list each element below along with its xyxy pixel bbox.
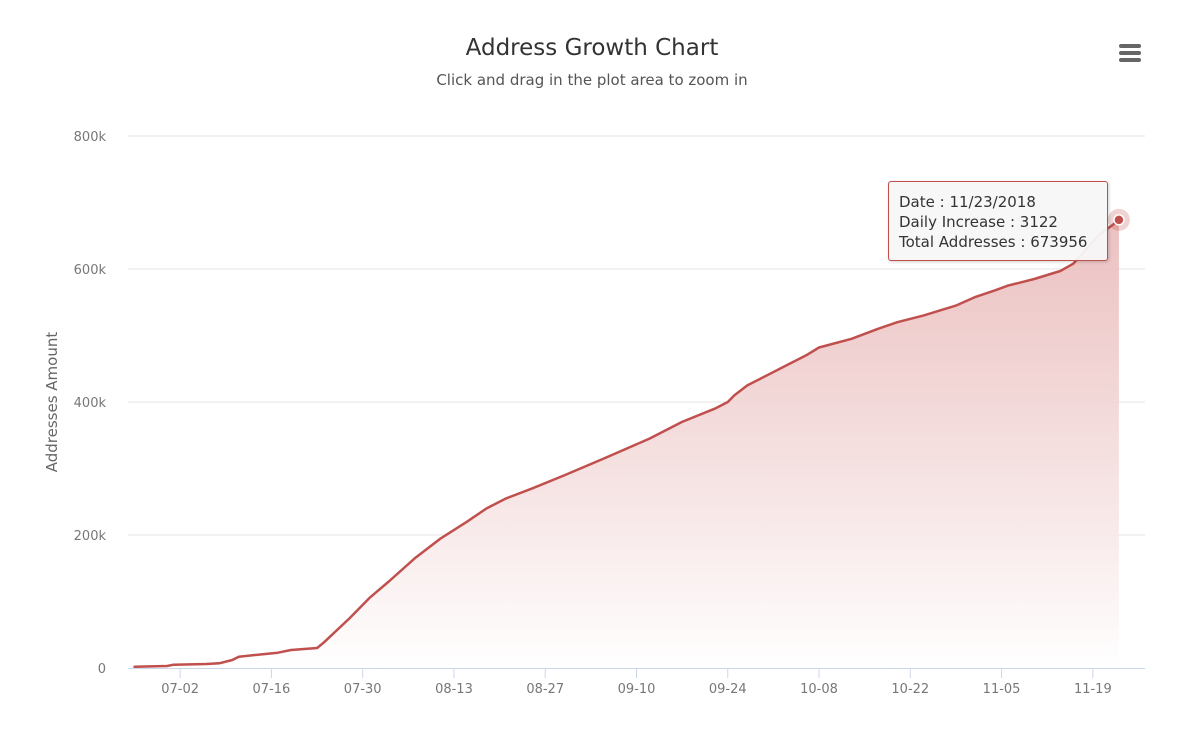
tooltip-separator: : bbox=[934, 193, 950, 211]
tooltip-increase-line: Daily Increase : 3122 bbox=[899, 212, 1097, 232]
x-tick-label: 10-22 bbox=[891, 682, 929, 697]
tooltip-total-value: 673956 bbox=[1030, 233, 1088, 251]
data-point-marker[interactable] bbox=[1113, 214, 1125, 226]
tooltip-total-label: Total Addresses bbox=[899, 233, 1016, 251]
data-tooltip: Date : 11/23/2018 Daily Increase : 3122 … bbox=[888, 181, 1108, 261]
y-axis-ticks: 0 200k 400k 600k 800k bbox=[74, 130, 107, 677]
tooltip-date-value: 11/23/2018 bbox=[949, 193, 1036, 211]
tooltip-separator: : bbox=[1015, 233, 1031, 251]
y-tick-label: 200k bbox=[74, 529, 107, 544]
y-tick-label: 800k bbox=[74, 130, 107, 145]
x-tick-label: 07-16 bbox=[253, 682, 291, 697]
y-tick-label: 400k bbox=[74, 396, 107, 411]
x-tick-label: 10-08 bbox=[800, 682, 838, 697]
plot-area[interactable] bbox=[133, 208, 1130, 669]
x-tick-label: 11-19 bbox=[1074, 682, 1112, 697]
x-axis-ticks: 07-02 07-16 07-30 08-13 08-27 09-10 09-24 10-08… bbox=[161, 668, 1112, 697]
tooltip-date-line: Date : 11/23/2018 bbox=[899, 192, 1097, 212]
series-area bbox=[134, 219, 1119, 669]
x-tick-label: 07-30 bbox=[344, 682, 382, 697]
chart-subtitle: Click and drag in the plot area to zoom … bbox=[436, 71, 747, 89]
y-axis-title: Addresses Amount bbox=[43, 332, 61, 473]
x-tick-label: 08-13 bbox=[435, 682, 473, 697]
y-tick-label: 600k bbox=[74, 263, 107, 278]
series-line[interactable] bbox=[133, 218, 1121, 668]
y-tick-label: 0 bbox=[98, 662, 106, 677]
tooltip-increase-value: 3122 bbox=[1019, 213, 1058, 231]
tooltip-date-label: Date bbox=[899, 193, 935, 211]
x-tick-label: 09-24 bbox=[709, 682, 747, 697]
x-tick-label: 09-10 bbox=[618, 682, 656, 697]
x-tick-label: 11-05 bbox=[983, 682, 1021, 697]
tooltip-total-line: Total Addresses : 673956 bbox=[899, 232, 1097, 252]
tooltip-increase-label: Daily Increase bbox=[899, 213, 1006, 231]
hamburger-menu-icon[interactable] bbox=[1110, 36, 1150, 70]
x-tick-label: 07-02 bbox=[161, 682, 199, 697]
x-tick-label: 08-27 bbox=[526, 682, 564, 697]
chart-title: Address Growth Chart bbox=[466, 35, 719, 61]
tooltip-separator: : bbox=[1005, 213, 1020, 231]
